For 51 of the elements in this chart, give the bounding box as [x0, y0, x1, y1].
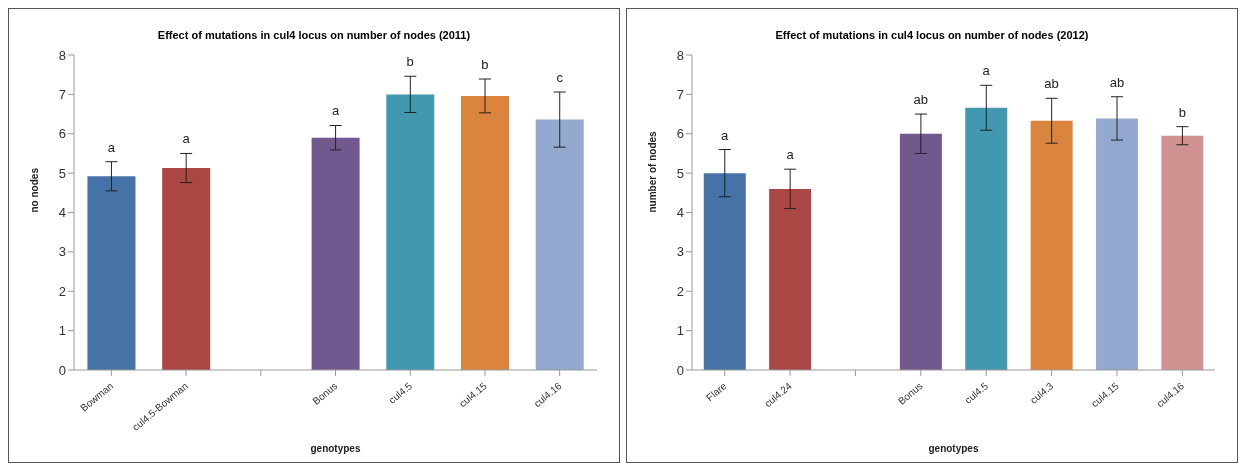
annotation: a	[982, 63, 991, 79]
annotation: ab	[1109, 74, 1125, 90]
y-tick-label: 4	[58, 205, 66, 221]
bar	[162, 168, 211, 370]
annotation: b	[481, 57, 489, 73]
bar	[535, 119, 584, 370]
bar	[769, 188, 812, 370]
annotation: a	[721, 127, 730, 143]
bar	[965, 107, 1008, 370]
y-axis-title: no nodes	[28, 167, 40, 213]
y-tick-label: 3	[676, 244, 684, 260]
bar	[1161, 135, 1204, 370]
annotation: ab	[1044, 76, 1059, 92]
y-tick-label: 2	[58, 283, 66, 299]
bar	[1096, 118, 1139, 370]
y-tick-label: 6	[676, 126, 684, 142]
annotation: a	[107, 139, 116, 155]
bar	[386, 94, 435, 370]
y-tick-label: 8	[676, 47, 684, 63]
y-axis-title: number of nodes	[646, 130, 658, 213]
bar	[311, 137, 360, 370]
annotation: a	[182, 131, 191, 147]
bar	[461, 95, 510, 370]
chart-title: Effect of mutations in cul4 locus on number of nodes (2012)	[774, 29, 1090, 43]
y-tick-label: 1	[58, 323, 66, 339]
y-tick-label: 0	[676, 362, 684, 378]
y-tick-label: 7	[58, 86, 66, 102]
annotation: a	[786, 147, 795, 163]
annotation: ab	[913, 92, 929, 108]
annotation: a	[331, 103, 340, 119]
y-tick-label: 6	[58, 126, 66, 142]
bar	[703, 173, 746, 370]
bar	[1030, 120, 1073, 370]
y-tick-label: 5	[676, 165, 684, 181]
annotation: b	[1178, 104, 1186, 120]
annotation: c	[556, 70, 564, 86]
y-tick-label: 4	[676, 205, 684, 221]
annotation: b	[406, 54, 414, 70]
y-tick-label: 7	[676, 86, 684, 102]
x-axis-title: genotypes	[310, 443, 361, 454]
x-tick-label: Flare	[704, 379, 729, 404]
y-tick-label: 2	[676, 283, 684, 299]
bar	[87, 176, 136, 370]
chart-title: Effect of mutations in cul4 locus on number of nodes (2011)	[156, 29, 472, 43]
x-axis-title: genotypes	[928, 443, 979, 454]
y-tick-label: 0	[58, 362, 66, 378]
y-tick-label: 5	[58, 165, 66, 181]
y-tick-label: 8	[58, 47, 66, 63]
bar	[899, 133, 942, 370]
y-tick-label: 3	[58, 244, 66, 260]
y-tick-label: 1	[676, 323, 684, 339]
